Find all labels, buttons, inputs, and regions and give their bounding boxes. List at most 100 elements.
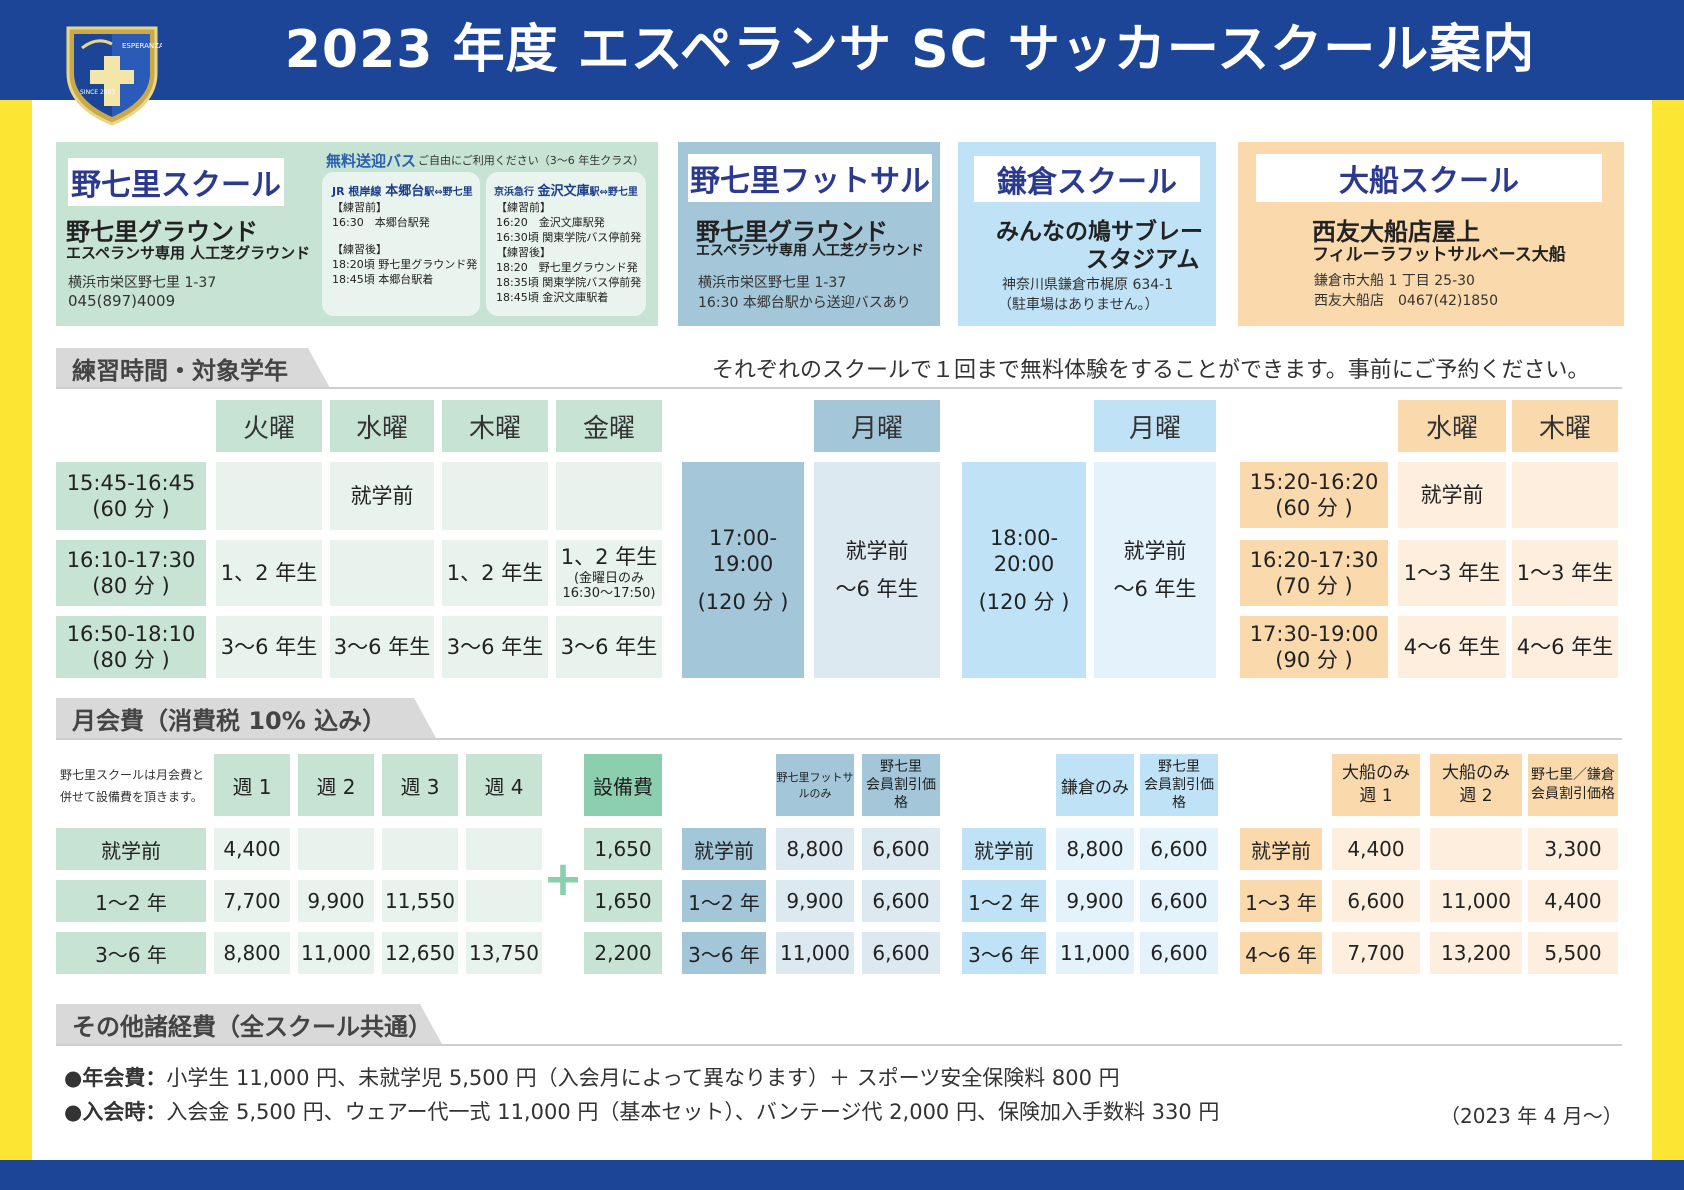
futsal-time: 17:00-19:00 (120 分 ) — [682, 462, 804, 678]
col-line: 野七里 — [880, 758, 922, 775]
section-schedule-heading: 練習時間・対象学年 — [56, 348, 330, 388]
ofuna-tel: 西友大船店 0467(42)1850 — [1314, 293, 1498, 309]
time-slot: 16:10-17:30 (80 分 ) — [56, 540, 206, 606]
col-line: 会員割引価格 — [1144, 776, 1214, 812]
futsal-bus-note: 16:30 本郷台駅から送迎バスあり — [698, 295, 911, 311]
schedule-cell: 1、2 年生 — [216, 540, 322, 606]
annual-fee-label: ●年会費： — [64, 1066, 167, 1090]
nanasato-ground-sub: エスペランサ専用 人工芝グラウンド — [66, 244, 311, 262]
fee-cell: 6,600 — [1332, 880, 1420, 922]
fee-cell — [1430, 828, 1522, 870]
futsal-day: 月曜 — [814, 400, 940, 452]
kamakura-grade: 就学前 ～6 年生 — [1094, 462, 1216, 678]
fee-cell: 5,500 — [1528, 932, 1618, 974]
fee-cell: 8,800 — [214, 932, 290, 974]
duration: (120 分 ) — [978, 590, 1070, 615]
time: 15:20-16:20 — [1249, 469, 1379, 494]
fee-row-label: 4～6 年 — [1240, 932, 1322, 974]
ofuna-fee-col-week1: 大船のみ週 1 — [1332, 754, 1420, 816]
schedule-cell: 就学前 — [1398, 462, 1506, 528]
futsal-ground: 野七里グラウンド — [696, 218, 888, 246]
ofuna-fee-col-discount: 野七里／鎌倉 会員割引価格 — [1528, 754, 1618, 816]
left-yellow-border — [0, 100, 32, 1160]
free-trial-note: それぞれのスクールで１回まで無料体験をすることができます。事前にご予約ください。 — [712, 358, 1590, 383]
kamakura-fee-col-only: 鎌倉のみ — [1056, 754, 1134, 816]
time: 18:00-20:00 — [989, 525, 1059, 576]
duration: (60 分 ) — [1275, 496, 1353, 520]
time-slot: 15:20-16:20 (60 分 ) — [1240, 462, 1388, 528]
duration: (60 分 ) — [92, 497, 170, 521]
section-divider — [56, 1044, 1622, 1046]
fee-row-label: 3～6 年 — [56, 932, 206, 974]
fee-row-label: 1～2 年 — [56, 880, 206, 922]
fee-cell: 9,900 — [776, 880, 854, 922]
day-thu: 木曜 — [442, 400, 548, 452]
fee-cell: 6,600 — [862, 932, 940, 974]
schedule-cell — [442, 462, 548, 530]
schedule-cell: 3～6 年生 — [330, 616, 434, 678]
section-fees-heading: 月会費（消費税 10% 込み） — [56, 698, 436, 738]
duration: (80 分 ) — [92, 648, 170, 672]
day-tue: 火曜 — [216, 400, 322, 452]
busA-line: JR 根岸線 — [332, 185, 382, 198]
kamakura-day: 月曜 — [1094, 400, 1216, 452]
ofuna-address: 鎌倉市大船 1 丁目 25-30 — [1314, 273, 1475, 289]
facility-cell: 2,200 — [584, 932, 662, 974]
fee-cell: 7,700 — [1332, 932, 1420, 974]
fee-cell: 13,200 — [1430, 932, 1522, 974]
nanasato-school-name: 野七里スクール — [68, 158, 284, 206]
fee-cell: 6,600 — [1140, 932, 1218, 974]
fee-cell — [466, 880, 542, 922]
note-line: 併せて設備費を頂きます。 — [60, 790, 203, 804]
fee-cell: 8,800 — [1056, 828, 1134, 870]
kamakura-parking-note: （駐車場はありません。） — [998, 297, 1159, 313]
col-line: 大船のみ — [1342, 763, 1410, 784]
busB-a1: 18:20 野七里グラウンド発 — [496, 261, 638, 274]
facility-cell: 1,650 — [584, 880, 662, 922]
fee-cell: 11,550 — [382, 880, 458, 922]
section-other-costs-heading: その他諸経費（全スクール共通） — [56, 1004, 442, 1044]
fee-cell: 11,000 — [1056, 932, 1134, 974]
kamakura-ground-2: スタジアム — [1086, 247, 1200, 273]
fee-cell: 12,650 — [382, 932, 458, 974]
time: 17:30-19:00 — [1249, 621, 1379, 646]
ofuna-fee-col-week2: 大船のみ週 2 — [1430, 754, 1522, 816]
busB-b2: 16:30頃 関東学院バス停前発 — [496, 231, 642, 244]
fee-cell: 3,300 — [1528, 828, 1618, 870]
time: 16:20-17:30 — [1249, 547, 1379, 572]
annual-fee-text: 小学生 11,000 円、未就学児 5,500 円（入会月によって異なります）＋… — [166, 1066, 1120, 1090]
annual-fee-line: ●年会費：小学生 11,000 円、未就学児 5,500 円（入会月によって異な… — [64, 1062, 1120, 1092]
schedule-cell: 4～6 年生 — [1398, 616, 1506, 678]
schedule-cell: 3～6 年生 — [556, 616, 662, 678]
facility-fee-note: 野七里スクールは月会費と 併せて設備費を頂きます。 — [60, 764, 204, 808]
time-slot: 16:20-17:30 (70 分 ) — [1240, 540, 1388, 606]
fee-cell: 6,600 — [1140, 880, 1218, 922]
fee-row-label: 就学前 — [682, 828, 766, 870]
kamakura-school-name: 鎌倉スクール — [974, 156, 1200, 202]
nanasato-tel: 045(897)4009 — [68, 292, 176, 310]
schedule-cell: 1～3 年生 — [1398, 540, 1506, 606]
ofuna-ground-1: 西友大船店屋上 — [1312, 218, 1480, 246]
facility-cell: 1,650 — [584, 828, 662, 870]
busB-b1: 16:20 金沢文庫駅発 — [496, 216, 605, 229]
col-line: 会員割引価格 — [1531, 786, 1615, 802]
bus-box-kanazawabunko: 京浜急行 金沢文庫駅⇔野七里 【練習前】 16:20 金沢文庫駅発 16:30頃… — [486, 172, 646, 316]
fee-row-label: 就学前 — [962, 828, 1046, 870]
ofuna-ground-2: フィルーラフットサルベース大船 — [1312, 245, 1566, 265]
kamakura-ground-1: みんなの鳩サブレー — [996, 219, 1203, 245]
fee-cell: 11,000 — [298, 932, 374, 974]
busB-a2: 18:35頃 関東学院バス停前発 — [496, 276, 642, 289]
right-yellow-border — [1652, 100, 1684, 1160]
col-line: 野七里／鎌倉 — [1531, 767, 1615, 784]
time: 16:10-17:30 — [66, 547, 196, 572]
fee-cell: 6,600 — [1140, 828, 1218, 870]
time-slot: 16:50-18:10 (80 分 ) — [56, 616, 206, 678]
duration: (80 分 ) — [92, 574, 170, 598]
fee-cell: 4,400 — [1332, 828, 1420, 870]
crest-text-top: ESPERANZA — [122, 42, 162, 50]
busA-route: 駅⇔野七里 — [424, 187, 473, 198]
grade-from: 就学前 — [845, 538, 909, 563]
bus-note: ご自由にご利用ください（3～6 年生クラス） — [418, 154, 645, 167]
header-bar — [0, 0, 1684, 100]
enrollment-fee-label: ●入会時： — [64, 1100, 167, 1124]
